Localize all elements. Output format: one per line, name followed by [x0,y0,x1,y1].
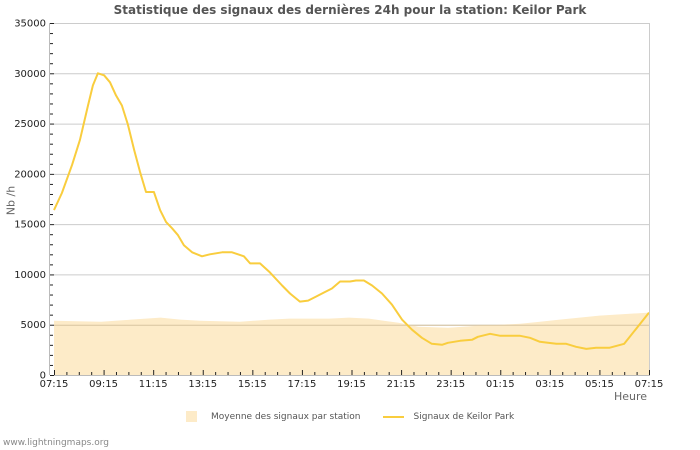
svg-text:21:15: 21:15 [387,379,416,390]
legend-station-label: Signaux de Keilor Park [413,411,515,422]
x-axis-label: Heure [614,390,648,403]
svg-text:35000: 35000 [14,19,46,30]
footer-credit: www.lightningmaps.org [3,438,109,448]
svg-text:23:15: 23:15 [436,379,465,390]
average-area [54,312,649,375]
svg-text:03:15: 03:15 [535,379,564,390]
svg-text:15000: 15000 [14,220,46,231]
svg-text:05:15: 05:15 [585,379,614,390]
svg-text:15:15: 15:15 [238,379,267,390]
svg-text:0: 0 [40,371,46,382]
y-tick-labels: 0 5000 10000 15000 20000 25000 30000 35000 [14,19,46,382]
legend: Moyenne des signaux par station Signaux … [186,411,514,422]
svg-text:10000: 10000 [14,270,46,281]
svg-text:25000: 25000 [14,119,46,130]
svg-text:30000: 30000 [14,69,46,80]
svg-text:20000: 20000 [14,169,46,180]
svg-text:17:15: 17:15 [288,379,317,390]
svg-text:5000: 5000 [21,320,46,331]
legend-station-swatch-icon [382,415,404,418]
x-tick-labels: 07:15 09:15 11:15 13:15 15:15 17:15 19:15 21:15… [40,379,664,390]
y-axis-label: Nb /h [4,185,18,216]
svg-text:01:15: 01:15 [486,379,515,390]
legend-average-swatch-icon [186,411,197,422]
station-line [53,72,650,350]
svg-text:09:15: 09:15 [89,379,118,390]
axes [49,23,650,376]
svg-text:07:15: 07:15 [635,379,664,390]
legend-average-label: Moyenne des signaux par station [211,411,361,422]
chart-title: Statistique des signaux des dernières 24… [113,3,587,17]
svg-text:11:15: 11:15 [139,379,168,390]
svg-text:19:15: 19:15 [337,379,366,390]
svg-text:07:15: 07:15 [40,379,69,390]
svg-text:13:15: 13:15 [188,379,217,390]
grid-lines [54,23,649,326]
